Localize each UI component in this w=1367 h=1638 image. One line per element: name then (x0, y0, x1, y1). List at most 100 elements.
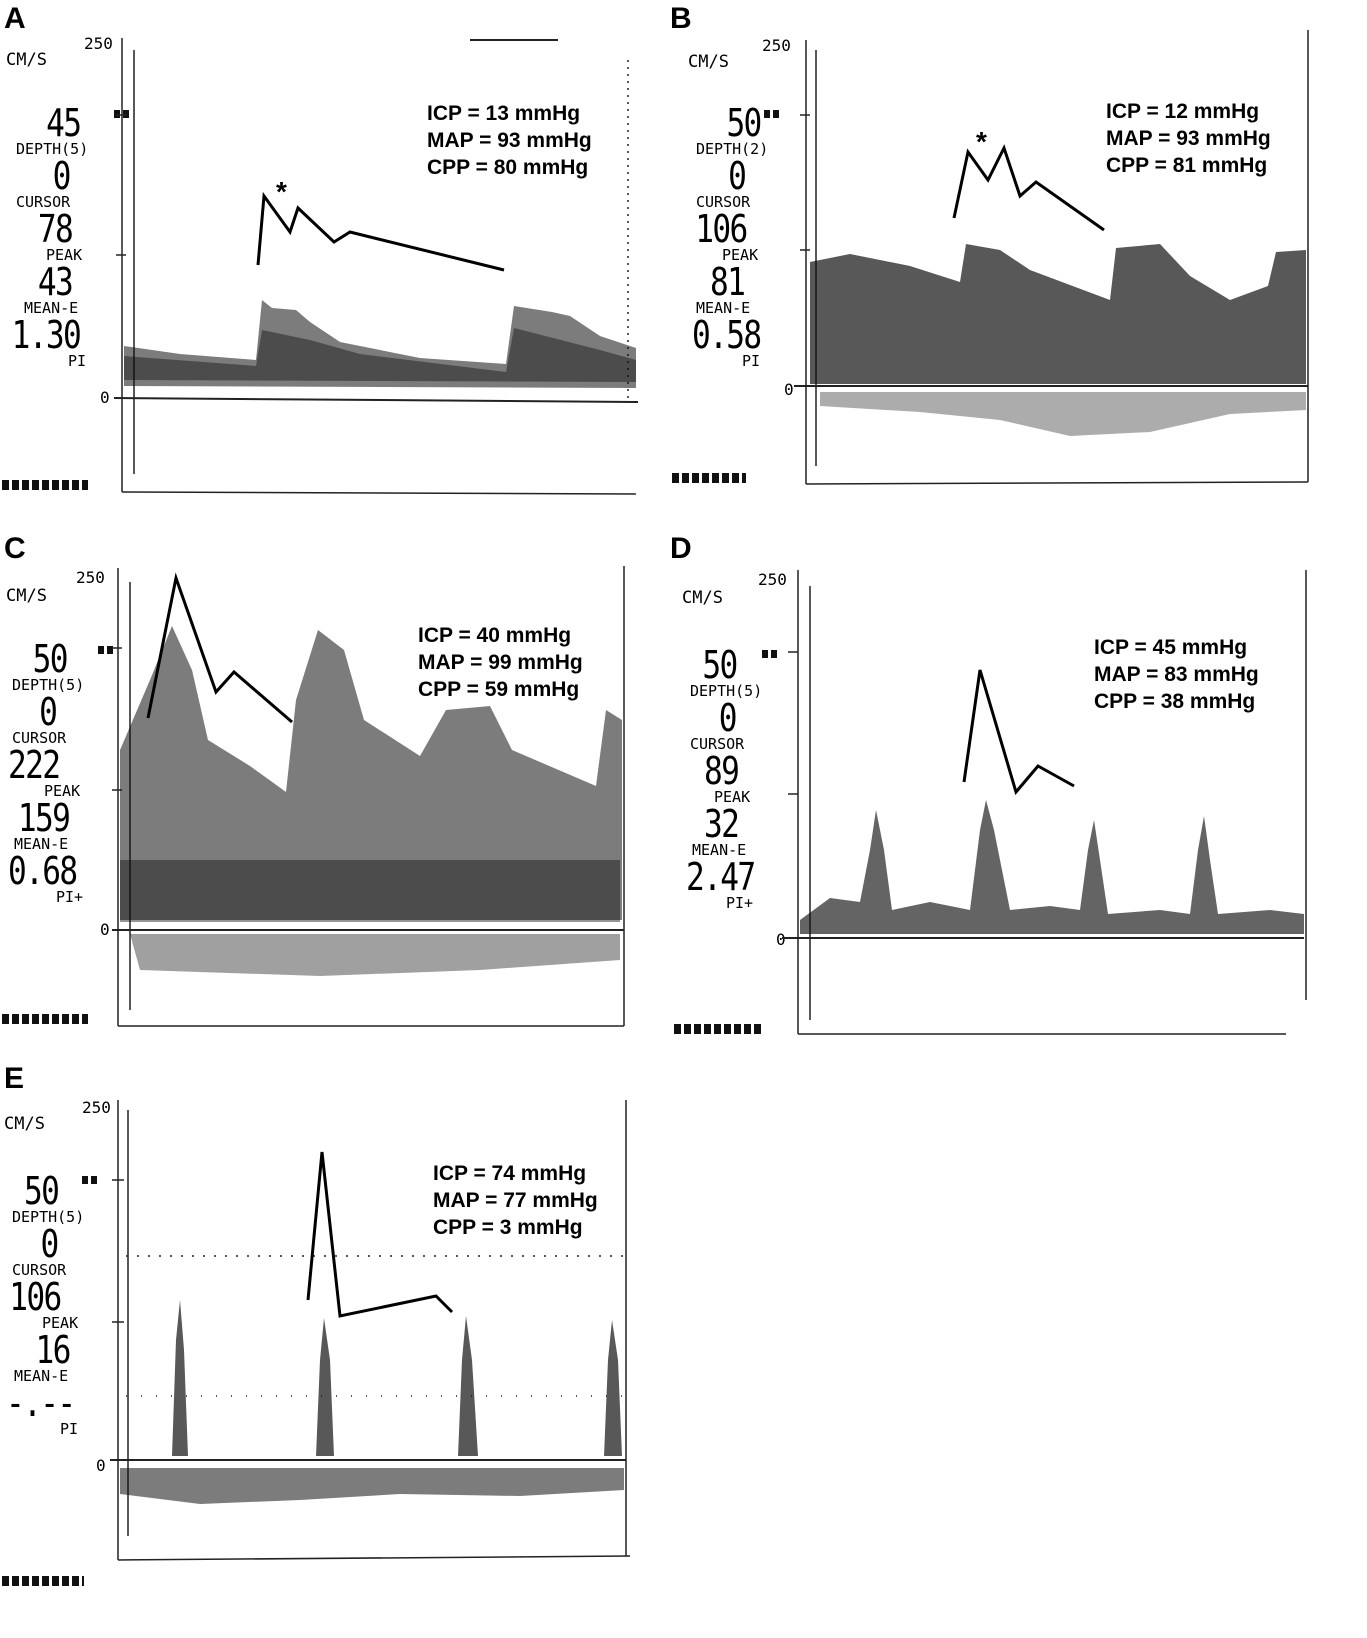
y-tick-max: 250 (84, 34, 113, 53)
mean-label: MEAN-E (696, 299, 751, 317)
velocity-unit: CM/S (688, 52, 729, 72)
pressure-info: ICP = 40 mmHg MAP = 99 mmHg CPP = 59 mmH… (418, 622, 583, 703)
pi-value: 0.68 (8, 849, 78, 893)
y-tick-max: 250 (82, 1098, 111, 1117)
pi-value: -.-- (6, 1381, 76, 1425)
panel-e: E CM/S 250 0 50 DEPTH(5) 0 CURSOR 106 PE… (0, 1060, 670, 1638)
mean-label: MEAN-E (14, 835, 69, 853)
panel-c: C CM/S 250 0 50 DEPTH(5) 0 CURSOR 222 PE… (0, 530, 670, 1050)
doppler-readout: 50 DEPTH(5) 0 CURSOR 106 PEAK 16 MEAN-E … (6, 1172, 106, 1437)
cursor-value: 0 (718, 696, 738, 740)
panel-a: A CM/S 250 0 45 DEPTH(5) 0 CURSOR 78 PEA… (0, 0, 670, 520)
mean-value: 16 (35, 1328, 72, 1372)
mean-label: MEAN-E (14, 1367, 69, 1385)
asterisk-p1: * (976, 126, 987, 157)
scale-bar (672, 473, 746, 483)
y-tick-zero: 0 (784, 380, 794, 399)
cursor-label: CURSOR (16, 193, 71, 211)
doppler-spectrum-e (110, 1100, 631, 1561)
mean-value: 81 (710, 260, 746, 304)
marker-square (82, 1176, 98, 1184)
y-tick-max: 250 (76, 568, 105, 587)
icp-text: ICP = 74 mmHg (433, 1162, 587, 1185)
doppler-readout: 45 DEPTH(5) 0 CURSOR 78 PEAK 43 MEAN-E 1… (10, 104, 110, 369)
scale-bar (2, 1576, 84, 1586)
y-tick-zero: 0 (96, 1456, 106, 1475)
scale-bar (2, 480, 88, 490)
depth-label: DEPTH(5) (690, 682, 763, 700)
icp-text: ICP = 40 mmHg (418, 624, 572, 647)
marker-square (762, 650, 778, 658)
doppler-spectrum-b (794, 30, 1309, 485)
cursor-value: 0 (40, 1222, 59, 1266)
depth-label: DEPTH(5) (12, 1208, 85, 1226)
velocity-unit: CM/S (4, 1114, 45, 1134)
doppler-spectrum-a (113, 38, 639, 495)
cursor-value: 0 (728, 154, 747, 198)
spectral-fill (124, 300, 636, 388)
map-text: MAP = 77 mmHg (433, 1189, 598, 1212)
doppler-spectrum-d (782, 570, 1307, 1035)
panel-letter: E (4, 1062, 25, 1095)
pi-value: 2.47 (686, 855, 756, 899)
peak-value: 106 (9, 1275, 62, 1319)
mean-label: MEAN-E (692, 841, 747, 859)
peak-value: 89 (704, 749, 740, 793)
cursor-value: 0 (52, 154, 72, 198)
pi-value: 0.58 (692, 313, 762, 357)
cpp-text: CPP = 59 mmHg (418, 678, 580, 701)
pi-label: PI (742, 352, 761, 370)
spectral-fill (120, 1300, 624, 1504)
cpp-text: CPP = 80 mmHg (427, 156, 589, 179)
icp-text: ICP = 13 mmHg (427, 102, 581, 125)
velocity-unit: CM/S (682, 588, 723, 608)
panel-letter: A (4, 2, 26, 35)
cursor-label: CURSOR (12, 1261, 67, 1279)
cursor-value: 0 (39, 690, 58, 734)
waveform-outline (306, 1151, 454, 1318)
y-tick-zero: 0 (100, 388, 110, 407)
pi-label: PI+ (56, 888, 84, 906)
y-tick-zero: 0 (100, 920, 110, 939)
pressure-info: ICP = 12 mmHg MAP = 93 mmHg CPP = 81 mmH… (1106, 98, 1271, 179)
peak-value: 106 (695, 207, 748, 251)
map-text: MAP = 93 mmHg (1106, 127, 1271, 150)
pi-label: PI (68, 352, 87, 370)
peak-label: PEAK (46, 246, 83, 264)
mean-label: MEAN-E (24, 299, 79, 317)
y-tick-max: 250 (762, 36, 791, 55)
marker-square (98, 646, 114, 654)
velocity-unit: CM/S (6, 586, 47, 606)
scale-bar (674, 1024, 764, 1034)
peak-label: PEAK (722, 246, 759, 264)
pressure-info: ICP = 74 mmHg MAP = 77 mmHg CPP = 3 mmHg (433, 1160, 598, 1241)
spectral-fill (120, 626, 622, 976)
spectral-fill (810, 244, 1306, 436)
waveform-outline (256, 191, 505, 272)
spectral-fill (800, 800, 1304, 934)
doppler-readout: 50 DEPTH(5) 0 CURSOR 89 PEAK 32 MEAN-E 2… (686, 646, 786, 911)
cursor-label: CURSOR (12, 729, 67, 747)
panel-b: B CM/S 250 0 50 DEPTH(2) 0 CURSOR 106 PE… (670, 0, 1367, 520)
peak-label: PEAK (714, 788, 751, 806)
pi-label: PI+ (726, 894, 754, 912)
cursor-label: CURSOR (696, 193, 751, 211)
panel-letter: D (670, 532, 692, 565)
peak-value: 222 (8, 743, 61, 787)
pressure-info: ICP = 13 mmHg MAP = 93 mmHg CPP = 80 mmH… (427, 100, 592, 181)
panel-d: D CM/S 250 0 50 DEPTH(5) 0 CURSOR 89 PEA… (670, 530, 1367, 1050)
depth-label: DEPTH(5) (16, 140, 89, 158)
waveform-outline (952, 144, 1105, 232)
depth-value: 50 (702, 643, 738, 687)
depth-value: 50 (24, 1169, 60, 1213)
waveform-outline (962, 669, 1075, 796)
pi-value: 1.30 (11, 313, 82, 357)
panel-letter: C (4, 532, 26, 565)
mean-value: 159 (17, 796, 71, 840)
doppler-spectrum-c (112, 566, 625, 1027)
doppler-readout: 50 DEPTH(5) 0 CURSOR 222 PEAK 159 MEAN-E… (8, 640, 108, 905)
pressure-info: ICP = 45 mmHg MAP = 83 mmHg CPP = 38 mmH… (1094, 634, 1259, 715)
y-tick-zero: 0 (776, 930, 786, 949)
icp-text: ICP = 12 mmHg (1106, 100, 1260, 123)
map-text: MAP = 99 mmHg (418, 651, 583, 674)
